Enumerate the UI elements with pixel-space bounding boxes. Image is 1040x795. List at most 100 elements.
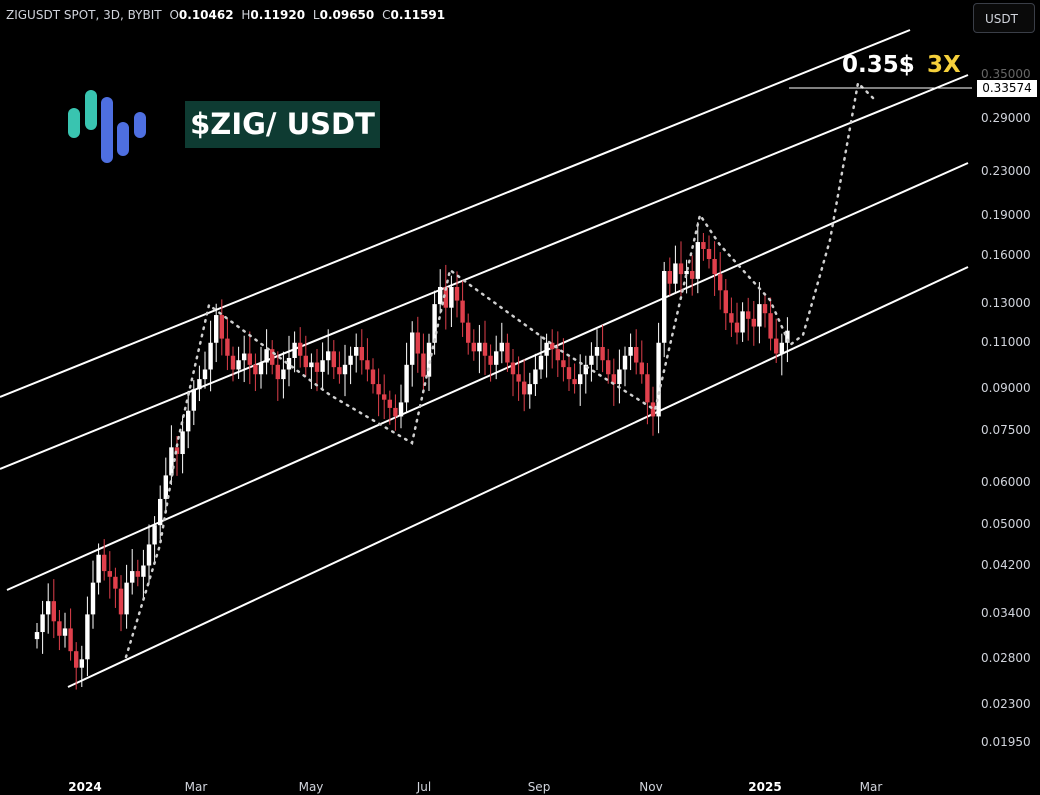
- candle: [499, 342, 504, 352]
- candle: [432, 304, 437, 343]
- candle: [326, 351, 331, 361]
- currency-button[interactable]: USDT: [973, 3, 1035, 33]
- candle: [678, 263, 684, 275]
- candle: [645, 374, 650, 403]
- candle: [673, 263, 678, 284]
- channel-line-top: [0, 29, 911, 398]
- candle: [376, 384, 381, 395]
- candle: [354, 347, 359, 356]
- candle: [729, 313, 734, 323]
- candle: [718, 274, 723, 291]
- candle: [578, 374, 583, 385]
- candle: [527, 384, 532, 395]
- candle: [270, 349, 275, 365]
- y-tick-label: 0.16000: [981, 248, 1031, 263]
- candle: [628, 347, 633, 356]
- candle: [634, 347, 639, 363]
- candle: [583, 364, 588, 375]
- candle: [219, 315, 224, 339]
- candle: [404, 364, 409, 403]
- candle: [494, 351, 499, 365]
- candle: [90, 582, 96, 615]
- y-tick-label: 0.09000: [981, 381, 1031, 396]
- candle: [309, 362, 314, 368]
- logo-bar: [101, 97, 113, 163]
- candle: [533, 369, 538, 385]
- candle: [751, 318, 756, 327]
- candle: [79, 659, 84, 668]
- candle: [438, 286, 443, 305]
- y-tick-label: 0.06000: [981, 474, 1031, 489]
- candle: [443, 286, 448, 308]
- candles: [34, 222, 790, 690]
- candle: [561, 360, 566, 368]
- candle: [85, 614, 90, 660]
- candle: [639, 362, 644, 375]
- low-label: L: [312, 8, 320, 22]
- candle: [370, 369, 376, 385]
- y-tick-label: 0.05000: [981, 517, 1031, 532]
- candle: [348, 355, 353, 365]
- candle: [522, 381, 527, 395]
- x-tick-label: May: [298, 780, 324, 794]
- candle: [477, 342, 482, 352]
- candle: [555, 349, 560, 361]
- candle: [774, 338, 779, 354]
- x-tick-label: Sep: [527, 780, 551, 794]
- y-tick-label: 0.04200: [981, 557, 1031, 572]
- candle: [387, 399, 392, 408]
- candle: [303, 355, 308, 368]
- candle: [275, 364, 280, 380]
- candle: [516, 374, 521, 382]
- multiplier-label: 3X: [927, 52, 961, 78]
- candle: [152, 525, 157, 545]
- candle: [482, 342, 488, 356]
- candle: [124, 582, 129, 615]
- candle: [785, 330, 790, 343]
- candle: [180, 431, 185, 455]
- candle: [572, 379, 577, 385]
- candle: [253, 364, 258, 375]
- candle: [102, 554, 107, 572]
- y-tick-label: 0.19000: [981, 208, 1031, 223]
- candle: [320, 360, 325, 372]
- candle: [611, 374, 616, 385]
- candle: [46, 601, 51, 615]
- candle: [158, 498, 163, 526]
- candle: [566, 367, 572, 380]
- candle: [365, 360, 370, 370]
- logo-bar: [68, 108, 80, 138]
- x-tick-label: 2024: [68, 780, 102, 794]
- logo-graphic: [68, 90, 146, 163]
- candle: [617, 369, 622, 385]
- candle: [734, 322, 740, 333]
- candle: [40, 614, 45, 633]
- candle: [606, 360, 611, 375]
- candle: [186, 410, 191, 432]
- candle: [460, 300, 465, 323]
- candle: [488, 355, 493, 365]
- candle: [550, 342, 555, 350]
- candle: [169, 447, 174, 476]
- y-tick-label: 0.03400: [981, 606, 1031, 621]
- candle: [768, 313, 773, 339]
- candle: [594, 347, 600, 356]
- candle: [146, 544, 152, 566]
- candle: [690, 271, 695, 279]
- candle: [62, 628, 68, 636]
- y-tick-label: 0.13000: [981, 296, 1031, 311]
- ticker-label: $ZIG/ USDT: [185, 101, 380, 148]
- candle: [118, 588, 124, 615]
- candle: [292, 342, 297, 358]
- candle: [242, 353, 247, 361]
- candle: [779, 342, 784, 354]
- candle: [426, 342, 432, 377]
- candle: [247, 353, 252, 365]
- projection-path: [124, 80, 877, 659]
- candle: [656, 342, 661, 417]
- candle: [51, 601, 56, 622]
- y-tick-label: 0.23000: [981, 164, 1031, 179]
- candle: [236, 360, 241, 370]
- channel-line-bottom: [67, 266, 969, 688]
